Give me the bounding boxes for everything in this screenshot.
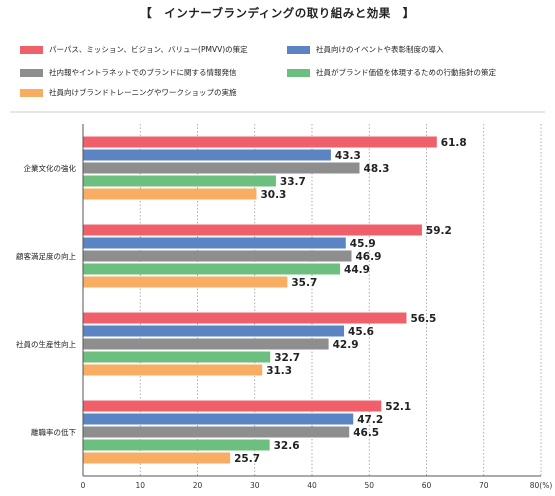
data-label: 33.7	[280, 176, 306, 188]
bar	[83, 338, 329, 350]
category-label: 離職率の低下	[31, 427, 76, 437]
data-label: 25.7	[234, 453, 260, 465]
bar	[83, 400, 382, 412]
bar	[83, 162, 360, 174]
data-label: 46.5	[353, 427, 379, 439]
legend-swatch-guidelines	[287, 68, 310, 77]
legend: パーパス、ミッション、ビジョン、バリュー(PMVV)の策定 社員向けのイベントや…	[0, 0, 555, 110]
legend-label-pmvv: パーパス、ミッション、ビジョン、バリュー(PMVV)の策定	[49, 45, 248, 54]
bar	[83, 426, 350, 438]
data-label: 52.1	[385, 401, 411, 413]
legend-label-training: 社員向けブランドトレーニングやワークショップの実施	[49, 88, 237, 97]
x-tick-label: 60	[422, 481, 432, 490]
bar	[83, 237, 346, 249]
x-tick-label: 70	[479, 481, 489, 490]
data-label: 47.2	[357, 414, 383, 426]
bar	[83, 263, 341, 275]
legend-item-pmvv: パーパス、ミッション、ビジョン、バリュー(PMVV)の策定	[20, 44, 248, 55]
data-label: 43.3	[335, 150, 361, 162]
x-tick-label: 80(%)	[530, 481, 553, 490]
bar	[83, 325, 345, 337]
data-label: 30.3	[260, 189, 286, 201]
category-label: 顧客満足度の向上	[16, 251, 76, 261]
data-label: 35.7	[291, 277, 317, 289]
data-label: 44.9	[344, 264, 370, 276]
bar	[83, 175, 276, 187]
bar	[83, 413, 354, 425]
legend-label-guidelines: 社員がブランド価値を体現するための行動指針の策定	[316, 68, 496, 77]
bar	[83, 364, 263, 376]
bar	[83, 312, 407, 324]
bar	[83, 250, 352, 262]
x-tick-label: 40	[307, 481, 317, 490]
data-label: 56.5	[410, 313, 436, 325]
data-label: 32.7	[274, 352, 300, 364]
category-label: 社員の生産性向上	[16, 339, 76, 349]
x-tick-label: 30	[250, 481, 260, 490]
bar	[83, 149, 331, 161]
category-label: 企業文化の強化	[24, 163, 77, 173]
data-label: 31.3	[266, 365, 292, 377]
data-label: 45.6	[348, 326, 374, 338]
legend-swatch-events	[287, 45, 310, 54]
bar	[83, 136, 437, 148]
legend-label-intranet: 社内報やイントラネットでのブランドに関する情報発信	[49, 68, 237, 77]
legend-label-events: 社員向けのイベントや表彰制度の導入	[316, 45, 444, 54]
legend-swatch-intranet	[20, 68, 43, 77]
data-label: 32.6	[274, 440, 300, 452]
legend-item-events: 社員向けのイベントや表彰制度の導入	[287, 44, 444, 55]
bar	[83, 224, 422, 236]
legend-item-intranet: 社内報やイントラネットでのブランドに関する情報発信	[20, 67, 237, 78]
legend-swatch-training	[20, 88, 43, 97]
data-label: 45.9	[350, 238, 376, 250]
bar	[83, 439, 270, 451]
legend-item-training: 社員向けブランドトレーニングやワークショップの実施	[20, 87, 237, 98]
data-label: 59.2	[426, 225, 452, 237]
x-tick-label: 20	[193, 481, 203, 490]
chart-title: 【 インナーブランディングの取り組みと効果 】	[140, 6, 415, 20]
legend-item-guidelines: 社員がブランド価値を体現するための行動指針の策定	[287, 67, 496, 78]
data-label: 61.8	[441, 137, 467, 149]
x-tick-label: 50	[364, 481, 374, 490]
data-label: 48.3	[364, 163, 390, 175]
data-label: 46.9	[356, 251, 382, 263]
bar	[83, 188, 257, 200]
bar	[83, 276, 288, 288]
bar	[83, 351, 271, 363]
legend-swatch-pmvv	[20, 45, 43, 54]
bar	[83, 452, 231, 464]
x-tick-label: 10	[135, 481, 145, 490]
data-label: 42.9	[333, 339, 359, 351]
x-tick-label: 0	[81, 481, 86, 490]
